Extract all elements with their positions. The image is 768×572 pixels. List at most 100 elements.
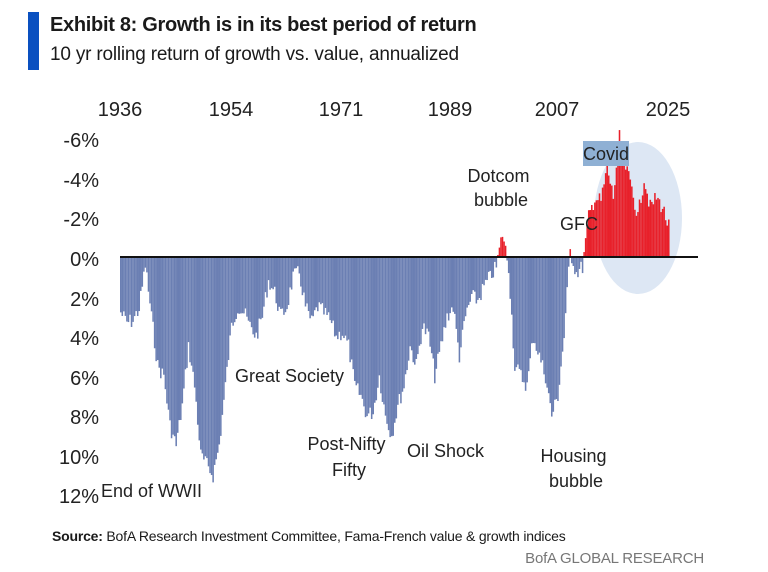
value-bar xyxy=(420,257,422,345)
value-bar xyxy=(238,257,241,314)
value-bar xyxy=(461,257,464,330)
growth-bar xyxy=(618,130,621,257)
value-bar xyxy=(161,257,164,369)
y-tick-label: 12% xyxy=(59,486,99,508)
value-bar xyxy=(426,257,428,329)
growth-bar xyxy=(623,152,625,257)
value-bar xyxy=(287,257,290,306)
value-bar xyxy=(253,257,256,338)
value-bar xyxy=(357,257,359,384)
value-bar xyxy=(220,257,222,436)
accent-bar xyxy=(28,12,39,70)
growth-bar xyxy=(660,212,662,257)
value-bar xyxy=(375,257,378,401)
value-bar xyxy=(178,257,181,421)
growth-bar xyxy=(637,212,639,257)
growth-bar xyxy=(583,252,585,257)
value-bar xyxy=(458,257,461,363)
value-bar xyxy=(577,257,579,278)
value-bar xyxy=(215,257,217,460)
annotation-covid: Covid xyxy=(583,144,629,164)
value-bar xyxy=(400,257,402,404)
x-tick-label: 2025 xyxy=(646,99,691,121)
value-bar xyxy=(386,257,388,424)
value-bar xyxy=(534,257,536,344)
value-bar xyxy=(252,257,254,335)
value-bar xyxy=(403,257,405,389)
value-bar xyxy=(198,257,201,441)
growth-bar xyxy=(634,209,636,257)
value-bar xyxy=(434,257,436,384)
value-bar xyxy=(340,257,342,341)
value-bar xyxy=(164,257,167,390)
value-bar xyxy=(580,257,582,262)
value-bar xyxy=(155,257,157,362)
value-bar xyxy=(398,257,401,395)
growth-bar xyxy=(652,204,655,257)
value-bar xyxy=(297,257,299,267)
value-bar xyxy=(555,257,558,400)
value-bar xyxy=(200,257,202,450)
value-bar xyxy=(172,257,174,435)
value-bar xyxy=(160,257,162,379)
growth-bar xyxy=(666,225,668,257)
value-bar xyxy=(551,257,553,417)
value-bar xyxy=(535,257,538,351)
value-bar xyxy=(515,257,518,368)
value-bar xyxy=(395,257,398,419)
value-bar xyxy=(169,257,171,421)
chart-title: Exhibit 8: Growth is in its best period … xyxy=(50,14,477,36)
value-bar xyxy=(221,257,224,415)
value-bar xyxy=(370,257,373,420)
growth-bar xyxy=(595,200,598,257)
value-bar xyxy=(273,257,276,287)
value-bar xyxy=(350,257,353,360)
growth-bar xyxy=(643,183,645,257)
value-bar xyxy=(410,257,413,351)
growth-bar xyxy=(651,201,653,257)
value-bar xyxy=(210,257,213,476)
value-bar xyxy=(189,257,191,363)
growth-bar xyxy=(654,193,656,257)
value-bar xyxy=(478,257,481,299)
growth-bar xyxy=(607,175,610,257)
value-bar xyxy=(207,257,210,467)
value-bar xyxy=(152,257,154,322)
value-bar xyxy=(184,257,187,370)
value-bar xyxy=(510,257,513,315)
value-bar xyxy=(343,257,345,339)
value-bar xyxy=(463,257,465,322)
covid-label-background xyxy=(583,141,629,166)
value-bar xyxy=(270,257,273,289)
value-bar xyxy=(275,257,278,304)
value-bar xyxy=(578,257,581,269)
x-tick-label: 1989 xyxy=(428,99,473,121)
value-bar xyxy=(213,257,216,465)
y-tick-label: -4% xyxy=(63,170,99,192)
growth-bar xyxy=(497,254,499,257)
value-bar xyxy=(236,257,239,314)
value-bar xyxy=(175,257,177,447)
value-bar xyxy=(435,257,438,369)
value-bar xyxy=(372,257,374,415)
value-bar xyxy=(346,257,348,341)
growth-bar xyxy=(591,204,593,257)
value-bar xyxy=(429,257,431,347)
value-bar xyxy=(306,257,308,304)
growth-bar xyxy=(624,169,627,257)
value-bar xyxy=(335,257,338,336)
value-bar xyxy=(309,257,311,319)
growth-bar xyxy=(617,146,619,257)
value-bar xyxy=(192,257,194,372)
value-bar xyxy=(480,257,482,301)
growth-bar xyxy=(649,199,652,257)
value-bar xyxy=(126,257,128,322)
value-bar xyxy=(241,257,244,314)
growth-bar xyxy=(603,184,605,257)
growth-bar xyxy=(604,173,607,257)
value-bar xyxy=(230,257,233,323)
value-bar xyxy=(247,257,250,321)
value-bar xyxy=(507,257,510,274)
value-bar xyxy=(414,257,416,365)
source-text: BofA Research Investment Committee, Fama… xyxy=(102,528,566,544)
